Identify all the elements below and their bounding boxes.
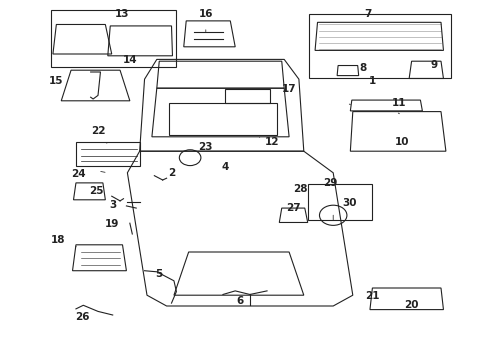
- Text: 6: 6: [237, 296, 244, 306]
- Text: 9: 9: [430, 60, 437, 70]
- Text: 16: 16: [198, 9, 213, 19]
- Text: 24: 24: [71, 168, 86, 179]
- Text: 30: 30: [343, 198, 357, 208]
- Text: 8: 8: [359, 63, 366, 73]
- Text: 5: 5: [156, 269, 163, 279]
- Text: 13: 13: [115, 9, 130, 19]
- Bar: [309, 14, 451, 78]
- Text: 7: 7: [364, 9, 371, 19]
- Text: 22: 22: [91, 126, 105, 136]
- Text: 11: 11: [392, 98, 407, 108]
- Text: 17: 17: [282, 84, 296, 94]
- Text: 27: 27: [286, 203, 300, 213]
- Text: 19: 19: [104, 219, 119, 229]
- Text: 20: 20: [404, 300, 419, 310]
- Text: 10: 10: [394, 137, 409, 147]
- Text: 1: 1: [369, 76, 376, 86]
- Text: 15: 15: [49, 76, 64, 86]
- Bar: [169, 103, 277, 135]
- Bar: [225, 89, 270, 103]
- Text: 29: 29: [323, 178, 338, 188]
- Text: 28: 28: [294, 184, 308, 194]
- Text: 2: 2: [168, 168, 175, 178]
- Text: 12: 12: [265, 137, 279, 147]
- Text: 21: 21: [365, 291, 380, 301]
- Text: 18: 18: [50, 235, 65, 246]
- Text: 26: 26: [75, 312, 90, 322]
- Bar: [308, 184, 372, 220]
- Text: 14: 14: [122, 55, 137, 66]
- Bar: [51, 10, 176, 67]
- Text: 23: 23: [198, 142, 213, 152]
- Text: 3: 3: [109, 200, 116, 210]
- Text: 25: 25: [89, 186, 103, 196]
- Text: 4: 4: [221, 162, 229, 172]
